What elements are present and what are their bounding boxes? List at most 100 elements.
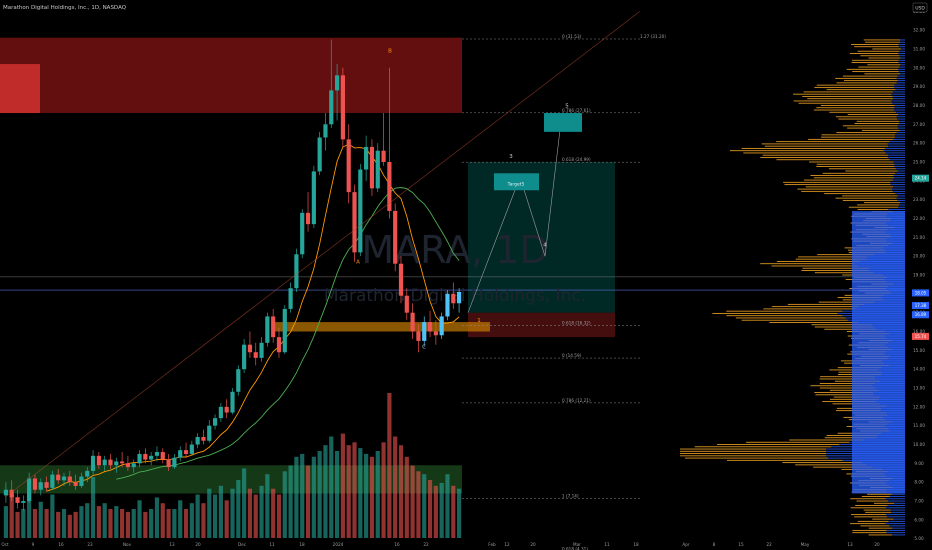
candle[interactable] (445, 293, 450, 317)
candle[interactable] (44, 482, 49, 488)
candle[interactable] (3, 489, 8, 496)
candle[interactable] (375, 150, 380, 189)
candle[interactable] (195, 436, 200, 445)
candle[interactable] (451, 293, 456, 304)
volume-bar (218, 485, 223, 538)
volume-profile-bar (817, 254, 875, 256)
candle[interactable] (50, 474, 55, 488)
candle[interactable] (265, 316, 270, 343)
candle[interactable] (143, 453, 148, 460)
candle[interactable] (416, 331, 421, 341)
candle[interactable] (317, 137, 322, 172)
candle[interactable] (61, 476, 67, 481)
candle[interactable] (96, 455, 101, 466)
candle[interactable] (433, 331, 438, 336)
candle[interactable] (259, 342, 264, 358)
candle[interactable] (178, 450, 183, 458)
candle[interactable] (120, 461, 125, 464)
candle[interactable] (340, 75, 345, 140)
candle[interactable] (381, 150, 386, 162)
candle[interactable] (404, 295, 409, 313)
candle[interactable] (102, 459, 107, 466)
candle[interactable] (149, 455, 154, 460)
candle[interactable] (154, 452, 160, 456)
candle[interactable] (393, 210, 398, 264)
candle[interactable] (236, 369, 241, 392)
candle[interactable] (160, 452, 165, 460)
candle[interactable] (189, 444, 194, 454)
volume-profile-bar (885, 523, 905, 525)
volume-profile-bar (861, 129, 900, 131)
candle[interactable] (427, 322, 433, 332)
candle[interactable] (247, 344, 253, 353)
candle[interactable] (85, 470, 90, 477)
candle[interactable] (38, 482, 43, 490)
volume-profile-bar (726, 310, 843, 312)
candle[interactable] (398, 263, 404, 296)
volume-bar (305, 465, 311, 538)
candle[interactable] (294, 254, 299, 289)
candle[interactable] (131, 463, 136, 468)
candle[interactable] (369, 146, 375, 189)
candle[interactable] (271, 316, 276, 338)
candle[interactable] (364, 146, 369, 170)
volume-bar (259, 485, 264, 538)
candle[interactable] (73, 482, 78, 486)
volume-profile-bar (684, 457, 828, 459)
candle[interactable] (27, 478, 32, 502)
currency-button[interactable] (912, 2, 928, 13)
candle[interactable] (137, 453, 142, 464)
candle[interactable] (207, 425, 212, 441)
candle[interactable] (9, 489, 14, 498)
candle[interactable] (276, 337, 282, 353)
candle[interactable] (242, 344, 247, 370)
candle[interactable] (282, 308, 287, 353)
candle[interactable] (90, 455, 96, 471)
candle[interactable] (125, 463, 131, 468)
candle[interactable] (108, 459, 113, 466)
candle[interactable] (410, 312, 415, 332)
candle[interactable] (300, 212, 305, 255)
candle[interactable] (352, 192, 357, 253)
candle[interactable] (334, 75, 340, 91)
candle[interactable] (288, 288, 293, 309)
candle[interactable] (114, 461, 119, 466)
volume-profile-bar (819, 383, 876, 384)
candle[interactable] (79, 476, 84, 486)
candle[interactable] (56, 474, 61, 481)
candle[interactable] (305, 212, 311, 225)
candle[interactable] (21, 501, 26, 503)
candle[interactable] (311, 171, 316, 225)
candle[interactable] (172, 457, 177, 468)
wave-projection (467, 112, 563, 313)
candle[interactable] (32, 478, 38, 490)
candle[interactable] (253, 352, 258, 358)
candle[interactable] (358, 169, 363, 253)
symbol-header: Marathon Digital Holdings, Inc., 1D, NAS… (3, 5, 127, 11)
x-axis-tick: 22 (766, 542, 772, 547)
volume-profile-bar (894, 107, 905, 109)
candle[interactable] (329, 90, 334, 125)
volume-profile-bar (824, 193, 896, 195)
candle[interactable] (224, 406, 229, 413)
candle[interactable] (457, 291, 462, 304)
volume-profile-bar (829, 111, 896, 113)
candle[interactable] (439, 316, 444, 336)
candle[interactable] (201, 436, 206, 441)
volume-profile-bar (898, 127, 905, 129)
candle[interactable] (346, 139, 351, 193)
candle[interactable] (183, 450, 189, 454)
candle[interactable] (387, 161, 392, 211)
candle[interactable] (323, 124, 328, 138)
volume-profile-bar (890, 181, 905, 183)
candle[interactable] (212, 418, 218, 426)
candle[interactable] (15, 497, 20, 503)
candle[interactable] (166, 459, 171, 468)
candle[interactable] (230, 391, 235, 413)
candle[interactable] (67, 476, 72, 483)
volume-profile-bar (857, 209, 889, 210)
candle[interactable] (218, 406, 223, 419)
candle[interactable] (422, 322, 427, 341)
